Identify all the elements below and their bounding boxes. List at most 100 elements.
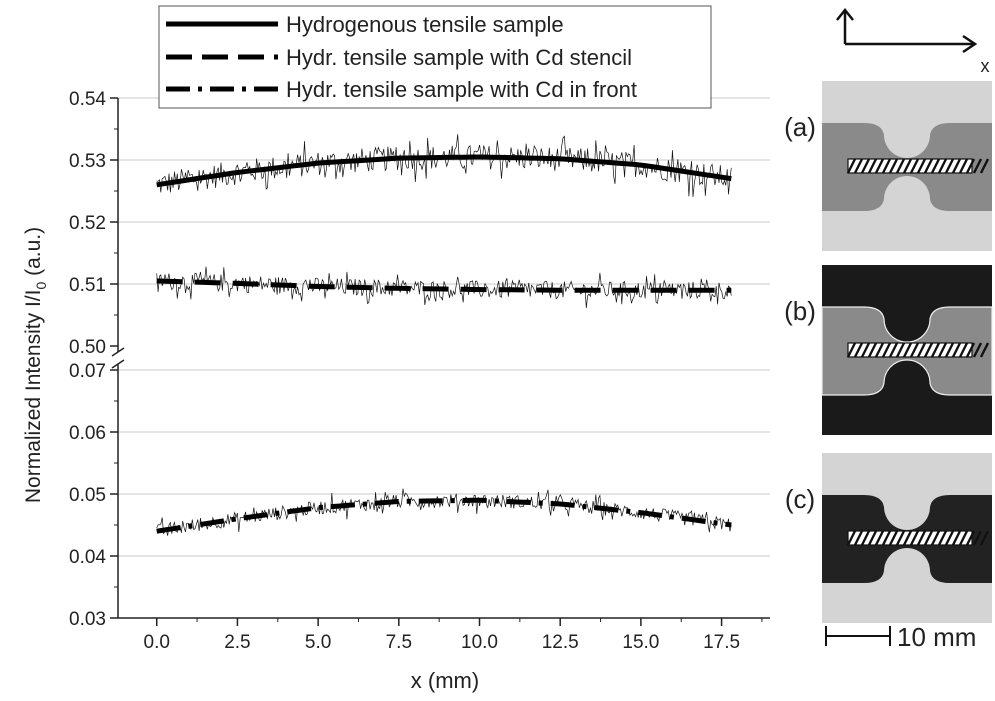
inset-hatch-line (972, 342, 983, 358)
inset-hatch-line (958, 342, 969, 358)
inset-hatch-line (881, 530, 892, 546)
inset-hatch-line (951, 158, 962, 174)
x-tick-label: 0.0 (144, 632, 170, 653)
x-tick-label: 15.0 (622, 632, 659, 653)
y-tick-label-upper: 0.54 (69, 89, 106, 110)
series-1-measured-trace (156, 134, 732, 198)
y-tick-label-upper: 0.53 (69, 151, 106, 172)
inset-hatch-line (895, 530, 906, 546)
y-tick-label-lower: 0.07 (69, 361, 106, 382)
inset-hatch-line (951, 342, 962, 358)
inset-hatch-line (888, 158, 899, 174)
inset-hatched-strip (846, 158, 990, 174)
x-tick-label: 17.5 (703, 632, 740, 653)
series-2-measured-trace (156, 266, 732, 308)
inset-hatch-line (874, 342, 885, 358)
inset-hatch-line (888, 530, 899, 546)
axes-indicator-x-label: x (981, 56, 990, 76)
y-tick-label-upper: 0.50 (69, 337, 106, 358)
inset-hatch-line (909, 530, 920, 546)
inset-hatch-line (923, 530, 934, 546)
axes-indicator: x (836, 7, 990, 76)
inset-hatch-line (881, 342, 892, 358)
legend-label-3: Hydr. tensile sample with Cd in front (286, 77, 637, 102)
inset-hatch-line (888, 342, 899, 358)
inset-hatch-line (972, 158, 983, 174)
inset-hatch-line (853, 158, 864, 174)
inset-hatch-line (944, 342, 955, 358)
inset-hatch-line (867, 530, 878, 546)
x-tick-label: 12.5 (542, 632, 579, 653)
y-axis-break-mark (111, 359, 125, 369)
x-tick-label: 7.5 (386, 632, 412, 653)
inset-hatch-line (937, 342, 948, 358)
inset-hatch-line (895, 342, 906, 358)
inset-hatch-line (979, 530, 990, 546)
y-tick-label-lower: 0.03 (69, 609, 106, 630)
scale-bar: 10 mm (825, 622, 976, 652)
y-axis-title-subscript: 0 (33, 282, 49, 290)
inset-hatch-line (860, 158, 871, 174)
inset-hatch-line (930, 530, 941, 546)
inset-hatch-line (965, 530, 976, 546)
y-axis-title-suffix: (a.u.) (22, 227, 45, 282)
inset-hatch-line (937, 530, 948, 546)
series-layer (156, 134, 732, 536)
inset-hatch-line (902, 342, 913, 358)
inset-label: (a) (784, 112, 816, 142)
inset-hatch-line (923, 158, 934, 174)
inset-hatch-line (860, 342, 871, 358)
y-tick-label-lower: 0.06 (69, 423, 106, 444)
series-1-fit-line (156, 154, 732, 188)
inset-label: (c) (785, 484, 815, 514)
inset-hatched-strip (846, 342, 990, 358)
inset-hatch-line (916, 342, 927, 358)
inset-c: (c) (785, 453, 992, 623)
y-tick-label-lower: 0.05 (69, 485, 106, 506)
inset-b: (b) (784, 265, 993, 435)
x-axis-title: x (mm) (411, 668, 479, 693)
inset-hatch-line (874, 530, 885, 546)
inset-hatch-line (972, 530, 983, 546)
x-tick-label: 10.0 (461, 632, 498, 653)
inset-hatch-line (874, 158, 885, 174)
inset-hatch-line (860, 530, 871, 546)
inset-images: (a) (b) (c) (784, 81, 993, 623)
inset-hatch-line (930, 342, 941, 358)
series-2-fit-line (156, 278, 732, 293)
inset-hatch-line (895, 158, 906, 174)
inset-label: (b) (784, 296, 816, 326)
inset-hatch-line (958, 158, 969, 174)
inset-hatch-line (902, 530, 913, 546)
inset-hatch-line (944, 158, 955, 174)
legend-label-1: Hydrogenous tensile sample (286, 12, 564, 37)
inset-hatch-line (923, 342, 934, 358)
inset-hatch-line (937, 158, 948, 174)
y-tick-label-lower: 0.04 (69, 547, 106, 568)
inset-hatch-line (846, 158, 857, 174)
inset-hatch-line (846, 530, 857, 546)
inset-hatch-line (909, 158, 920, 174)
y-axis-title: Normalized Intensity I/I0 (a.u.) (22, 227, 49, 503)
inset-hatch-line (916, 530, 927, 546)
inset-a: (a) (784, 81, 992, 251)
inset-hatch-line (881, 158, 892, 174)
inset-hatch-line (965, 158, 976, 174)
scale-bar-label: 10 mm (897, 622, 976, 652)
inset-hatch-line (944, 530, 955, 546)
axes: 0.500.510.520.530.540.030.040.050.060.07… (69, 89, 770, 653)
y-tick-label-upper: 0.51 (69, 275, 106, 296)
inset-hatch-line (909, 342, 920, 358)
legend: Hydrogenous tensile sample Hydr. tensile… (158, 5, 712, 109)
inset-hatch-line (853, 530, 864, 546)
inset-hatch-line (846, 342, 857, 358)
inset-hatch-line (951, 530, 962, 546)
x-tick-label: 5.0 (305, 632, 331, 653)
grid-lines (118, 97, 770, 557)
y-tick-label-upper: 0.52 (69, 213, 106, 234)
inset-hatch-line (867, 342, 878, 358)
inset-hatch-line (930, 158, 941, 174)
series-3-fit-line (156, 497, 732, 534)
